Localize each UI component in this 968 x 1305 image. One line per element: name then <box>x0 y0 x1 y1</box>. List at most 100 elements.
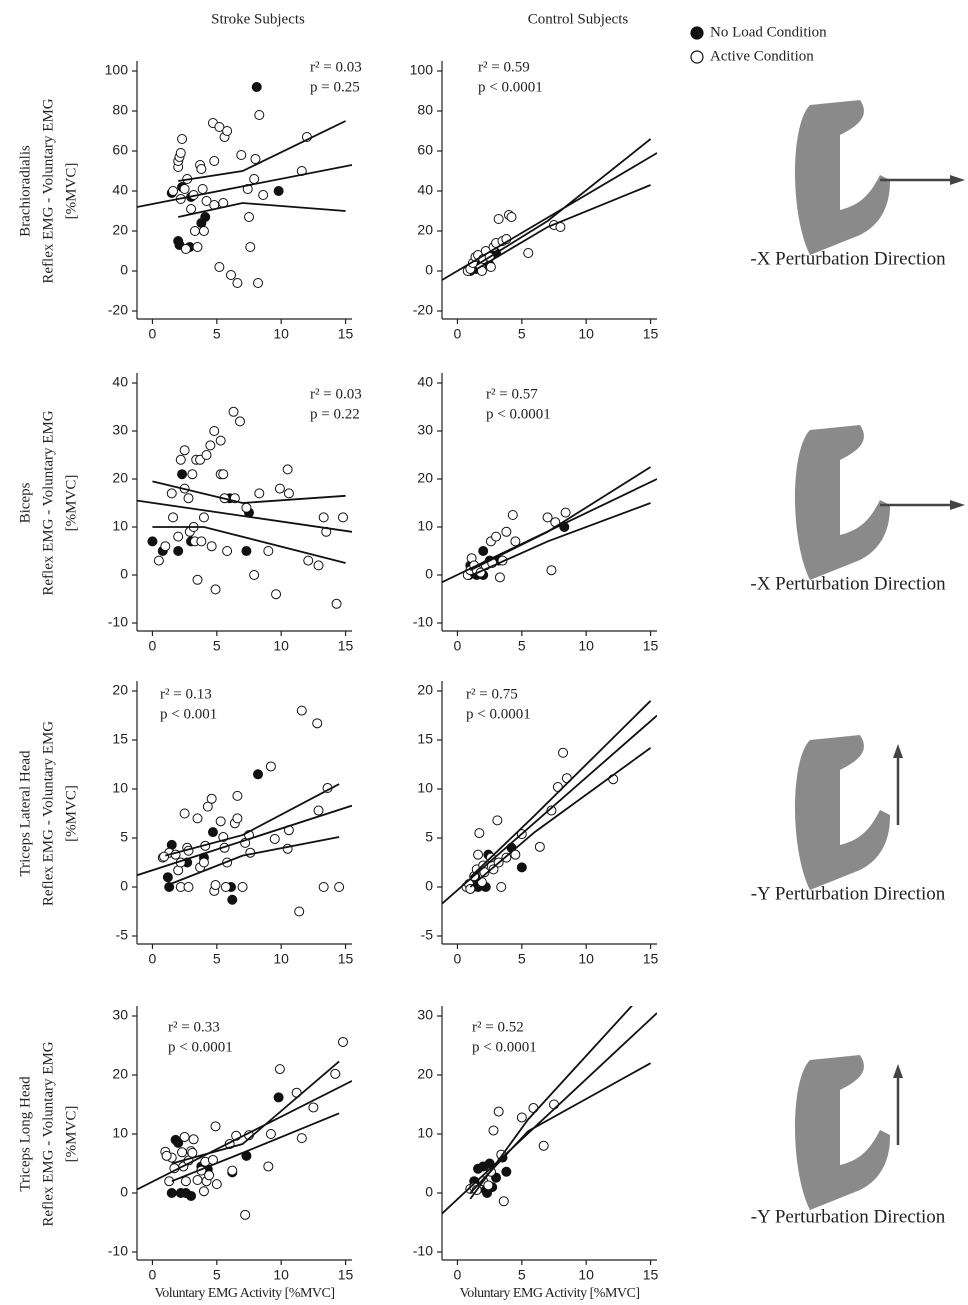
arm-icon <box>795 425 965 580</box>
y-tick-label: 15 <box>112 731 128 747</box>
point <box>558 747 569 758</box>
stat-annotation: r² = 0.33 <box>168 1019 220 1035</box>
point <box>254 488 265 499</box>
x-tick-label: 15 <box>643 951 659 967</box>
point <box>334 882 345 892</box>
y-tick-label: 10 <box>417 780 433 796</box>
point <box>510 536 521 547</box>
point <box>177 1147 188 1158</box>
point <box>192 813 203 824</box>
point <box>189 226 200 236</box>
point <box>196 536 207 547</box>
y-tick-label: 30 <box>112 422 128 438</box>
point <box>492 815 503 826</box>
stat-annotation: p < 0.001 <box>160 706 217 722</box>
stat-annotation: p < 0.0001 <box>466 706 531 722</box>
point <box>249 570 260 580</box>
point <box>168 186 179 196</box>
plot-area <box>137 1036 352 1220</box>
point <box>507 510 518 520</box>
stat-annotation: p = 0.22 <box>310 406 360 422</box>
point <box>496 882 507 892</box>
point <box>162 872 173 883</box>
y-tick-label: 0 <box>425 566 433 582</box>
y-tick-label: -5 <box>116 927 129 943</box>
point <box>241 546 252 556</box>
x-tick-label: 10 <box>273 1267 289 1283</box>
point <box>232 278 243 288</box>
ci-lower-line <box>469 747 652 888</box>
y-tick-label: 80 <box>112 102 128 118</box>
y-tick-label: 0 <box>425 1184 433 1200</box>
stat-annotation: p < 0.0001 <box>168 1039 233 1055</box>
point <box>196 164 207 174</box>
point <box>296 1133 307 1144</box>
ci-lower-line <box>469 502 651 577</box>
point <box>188 1134 199 1145</box>
point <box>210 880 221 891</box>
y-tick-label: 20 <box>417 682 433 698</box>
point <box>198 857 209 868</box>
y-tick-label: -10 <box>413 1243 433 1259</box>
x-tick-label: 0 <box>454 638 462 654</box>
point <box>523 248 534 258</box>
stat-annotation: p < 0.0001 <box>472 1039 537 1055</box>
ci-upper-line <box>469 700 652 878</box>
x-tick-label: 10 <box>578 1267 594 1283</box>
ci-upper-line <box>165 783 340 857</box>
y-tick-label: -20 <box>413 302 433 318</box>
legend-label: Active Condition <box>710 48 814 64</box>
point <box>337 1036 348 1047</box>
point <box>173 531 184 542</box>
point <box>198 1186 209 1197</box>
point <box>294 906 305 917</box>
y-tick-label: 80 <box>417 102 433 118</box>
point <box>479 867 490 878</box>
point <box>159 851 170 862</box>
y-tick-label: 20 <box>417 470 433 486</box>
point <box>241 502 252 513</box>
point <box>488 864 499 875</box>
point <box>263 1161 274 1172</box>
point <box>308 1102 319 1113</box>
point <box>491 531 502 542</box>
row-title: Reflex EMG - Voluntary EMG <box>40 1041 56 1226</box>
x-tick-label: 0 <box>454 1267 462 1283</box>
fit-line <box>442 1012 657 1215</box>
point <box>516 1112 527 1123</box>
point <box>253 278 264 288</box>
arm-icon <box>795 100 965 255</box>
point <box>473 849 484 860</box>
point <box>175 148 186 158</box>
y-tick-label: 100 <box>410 62 434 78</box>
point <box>265 1129 276 1139</box>
ci-upper-line <box>171 1060 340 1165</box>
point <box>510 849 521 860</box>
x-tick-label: 0 <box>149 638 157 654</box>
point <box>168 512 179 523</box>
point <box>250 154 261 164</box>
x-tick-label: 0 <box>454 326 462 342</box>
point <box>283 488 294 499</box>
point <box>209 426 220 436</box>
y-tick-label: 0 <box>425 878 433 894</box>
y-tick-label: 10 <box>417 1125 433 1141</box>
point <box>546 565 557 576</box>
point <box>485 262 496 272</box>
point <box>201 196 212 206</box>
point <box>153 555 164 566</box>
x-axis-label: Voluntary EMG Activity [%MVC] <box>154 1286 334 1301</box>
point <box>263 546 274 556</box>
y-tick-label: -10 <box>413 614 433 630</box>
point <box>493 1106 504 1117</box>
point <box>179 808 190 819</box>
ci-lower-line <box>178 202 346 218</box>
point <box>209 156 220 166</box>
ci-upper-line <box>178 120 346 182</box>
point <box>245 242 256 252</box>
point <box>296 705 307 716</box>
point <box>160 541 171 552</box>
row-title: Biceps <box>17 482 33 523</box>
point <box>222 546 233 556</box>
point <box>215 816 226 827</box>
